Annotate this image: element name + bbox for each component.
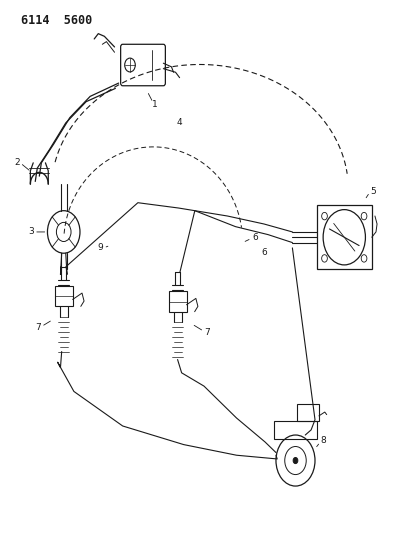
Text: 3: 3 [28, 228, 34, 237]
Text: 6: 6 [252, 233, 258, 242]
Text: 4: 4 [177, 118, 182, 127]
Text: 6114  5600: 6114 5600 [21, 14, 92, 27]
Text: 2: 2 [14, 158, 20, 167]
Text: 1: 1 [152, 100, 158, 109]
Text: 5: 5 [370, 187, 376, 196]
Text: 8: 8 [320, 437, 326, 446]
Text: 9: 9 [98, 244, 103, 253]
Text: 7: 7 [204, 328, 210, 337]
Text: 7: 7 [35, 323, 41, 332]
Text: 6: 6 [261, 248, 267, 257]
Circle shape [293, 457, 298, 464]
